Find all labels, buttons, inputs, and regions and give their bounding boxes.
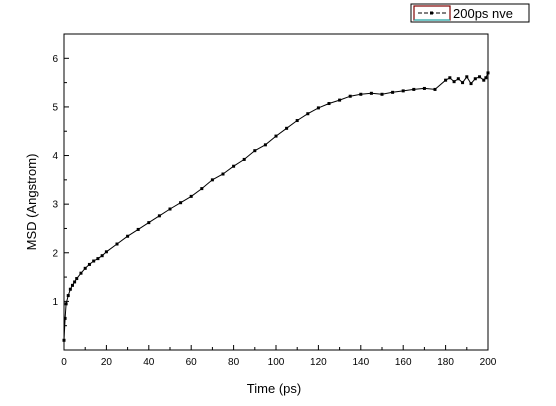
- data-point: [232, 164, 236, 168]
- data-point: [452, 80, 456, 84]
- data-point: [461, 81, 465, 85]
- data-point: [484, 76, 488, 80]
- x-tick-label: 140: [352, 357, 369, 368]
- y-tick-label: 6: [52, 54, 58, 65]
- series-200ps-nve: [62, 71, 490, 342]
- data-point: [115, 242, 119, 246]
- data-point: [412, 87, 416, 91]
- y-tick-label: 2: [52, 248, 58, 259]
- y-tick-label: 5: [52, 102, 58, 113]
- x-axis-title: Time (ps): [247, 381, 301, 396]
- data-point: [391, 90, 395, 94]
- legend-label: 200ps nve: [453, 6, 513, 21]
- data-point: [473, 77, 477, 81]
- data-point: [200, 187, 204, 191]
- data-point: [359, 92, 363, 96]
- data-point: [87, 262, 91, 266]
- data-point: [104, 250, 108, 254]
- data-point: [73, 280, 77, 284]
- data-point: [100, 254, 104, 258]
- data-point: [62, 338, 66, 342]
- data-point: [465, 75, 469, 79]
- plot-border: [63, 33, 489, 351]
- legend-point-sample: [430, 11, 433, 15]
- data-point: [448, 76, 452, 80]
- data-point: [433, 87, 437, 91]
- y-tick-label: 4: [52, 151, 58, 162]
- data-point: [147, 221, 151, 225]
- x-tick-label: 20: [101, 357, 113, 368]
- data-point: [79, 271, 83, 275]
- data-point: [316, 106, 320, 110]
- data-point: [338, 98, 342, 102]
- x-tick-label: 80: [228, 357, 240, 368]
- x-tick-label: 200: [480, 357, 497, 368]
- x-tick-label: 0: [61, 357, 67, 368]
- y-tick-label: 3: [52, 200, 58, 211]
- data-point: [168, 207, 172, 211]
- data-point: [126, 234, 130, 238]
- data-point: [422, 86, 426, 90]
- y-tick-label: 1: [52, 297, 58, 308]
- x-tick-label: 160: [395, 357, 412, 368]
- data-point: [456, 77, 460, 81]
- data-point: [210, 178, 214, 182]
- y-axis-title: MSD (Angstrom): [24, 154, 39, 251]
- series-line: [63, 72, 489, 341]
- data-point: [295, 119, 299, 123]
- legend-box: [410, 3, 530, 23]
- data-point: [285, 126, 289, 130]
- data-point: [401, 89, 405, 93]
- data-point: [253, 149, 257, 153]
- data-point: [63, 316, 67, 320]
- data-point: [179, 201, 183, 205]
- data-point: [478, 75, 482, 79]
- data-point: [486, 71, 490, 75]
- data-point: [83, 266, 87, 270]
- data-point: [221, 172, 225, 176]
- data-point: [70, 283, 74, 287]
- data-point: [242, 157, 246, 161]
- data-point: [306, 112, 310, 116]
- data-point: [189, 194, 193, 198]
- x-axis: 0 20 40 60 80 100 120 140 160 180 200: [61, 345, 497, 368]
- data-point: [482, 78, 486, 82]
- y-axis: 1 2 3 4 5 6: [52, 54, 69, 327]
- data-point: [68, 287, 72, 291]
- data-point: [444, 78, 448, 82]
- data-point: [136, 227, 140, 231]
- data-point: [75, 277, 79, 281]
- x-tick-label: 60: [186, 357, 198, 368]
- data-point: [263, 143, 267, 147]
- data-point: [274, 134, 278, 138]
- data-point: [327, 102, 331, 106]
- legend: 200ps nve: [410, 3, 530, 23]
- x-tick-label: 100: [268, 357, 285, 368]
- data-point: [157, 214, 161, 218]
- x-tick-label: 40: [143, 357, 155, 368]
- data-point: [92, 259, 96, 263]
- plot-area: [63, 33, 489, 351]
- x-tick-label: 120: [310, 357, 327, 368]
- data-point: [66, 294, 70, 298]
- data-point: [369, 91, 373, 95]
- x-tick-label: 180: [437, 357, 454, 368]
- data-point: [64, 302, 68, 306]
- data-point: [469, 82, 473, 86]
- data-point: [348, 94, 352, 98]
- data-point: [380, 92, 384, 96]
- data-point: [96, 257, 100, 261]
